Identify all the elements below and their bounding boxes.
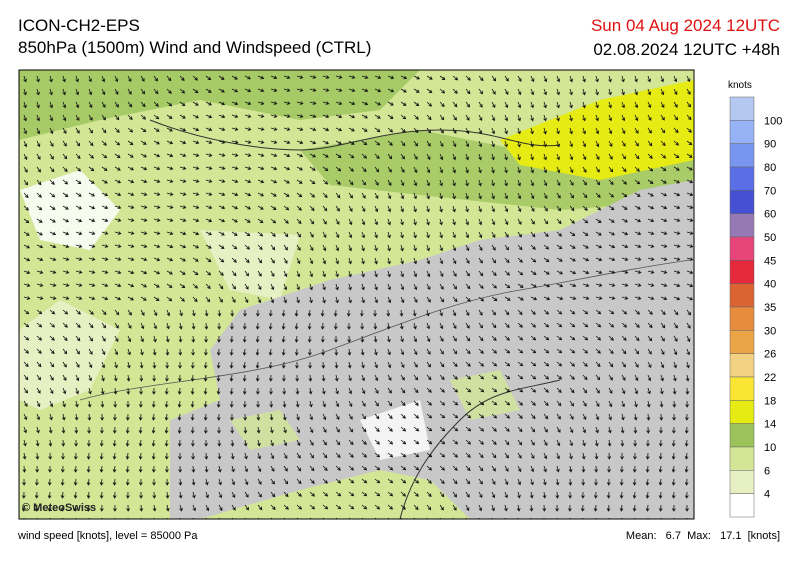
colorbar-label: 22 [764, 372, 776, 384]
colorbar-swatch [729, 400, 755, 424]
colorbar-swatch [729, 446, 755, 471]
colorbar-swatch [729, 330, 755, 354]
legend-unit: knots [728, 80, 752, 91]
colorbar-swatch [729, 236, 755, 261]
footer-stats: Mean: 6.7 Max: 17.1 [knots] [625, 530, 780, 542]
footer-description: wind speed [knots], level = 85000 Pa [18, 530, 198, 542]
valid-time: Sun 04 Aug 2024 12UTC [590, 16, 780, 35]
colorbar-swatch [729, 190, 755, 214]
colorbar-label: 50 [764, 232, 776, 244]
colorbar-swatch [729, 353, 755, 378]
colorbar-swatch [729, 376, 755, 401]
colorbar-swatch [729, 423, 755, 448]
model-name: ICON-CH2-EPS [18, 16, 140, 35]
colorbar-swatch [729, 493, 755, 518]
colorbar-label: 26 [764, 349, 776, 361]
colorbar-label: 90 [764, 139, 776, 151]
colorbar-swatch [729, 96, 755, 121]
colorbar-label: 70 [764, 185, 776, 197]
colorbar-swatch [729, 143, 755, 168]
colorbar: 100 90 80 70 60 50 45 40 35 30 26 22 18 14 10 6 4 [729, 96, 782, 518]
colorbar-label: 4 [764, 489, 770, 501]
map [19, 70, 694, 519]
colorbar-label: 6 [764, 465, 770, 477]
colorbar-label: 30 [764, 325, 776, 337]
colorbar-label: 40 [764, 279, 776, 291]
colorbar-swatch [729, 260, 755, 284]
colorbar-label: 45 [764, 255, 776, 267]
colorbar-label: 14 [764, 419, 776, 431]
colorbar-swatch [729, 120, 755, 144]
credit: © MeteoSwiss [22, 502, 97, 514]
colorbar-swatch [729, 470, 755, 494]
colorbar-swatch [729, 306, 755, 331]
map-frame [18, 69, 695, 520]
run-time: 02.08.2024 12UTC +48h [593, 40, 780, 59]
colorbar-label: 80 [764, 162, 776, 174]
colorbar-label: 60 [764, 209, 776, 221]
arrow-field [21, 75, 694, 519]
colorbar-label: 35 [764, 302, 776, 314]
colorbar-swatch [729, 213, 755, 238]
wind-arrows [21, 75, 694, 519]
map-title: 850hPa (1500m) Wind and Windspeed (CTRL) [18, 38, 372, 57]
colorbar-swatch [729, 283, 755, 308]
colorbar-swatch [729, 166, 755, 191]
colorbar-label: 100 [764, 115, 782, 127]
colorbar-label: 18 [764, 395, 776, 407]
colorbar-label: 10 [764, 442, 776, 454]
